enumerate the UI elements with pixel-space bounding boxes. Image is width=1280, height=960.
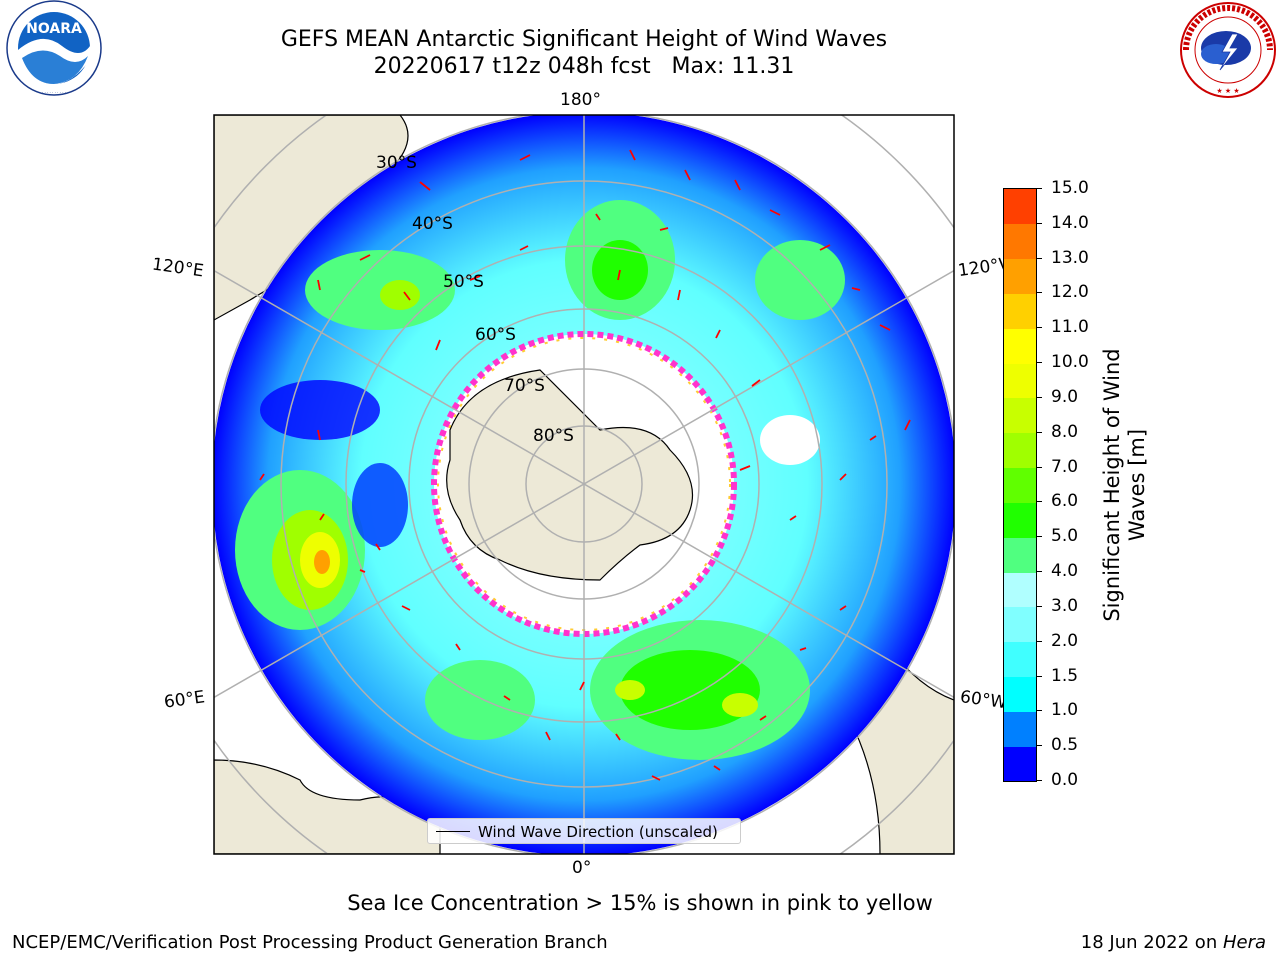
lat-label-50s: 50°S bbox=[443, 272, 484, 292]
colorbar-tick-mark bbox=[1036, 396, 1042, 398]
colorbar-tick-label: 0.0 bbox=[1051, 770, 1079, 790]
lon-label-0: 0° bbox=[572, 858, 592, 878]
lon-label-60e: 60°E bbox=[162, 687, 207, 713]
colorbar-tick-mark bbox=[1036, 188, 1042, 189]
colorbar-tick-mark bbox=[1036, 710, 1042, 712]
colorbar-tick-label: 1.5 bbox=[1051, 665, 1079, 686]
colorbar-segment bbox=[1004, 328, 1036, 364]
nws-logo: ★ ★ ★ bbox=[1180, 2, 1276, 98]
colorbar-segment bbox=[1004, 606, 1036, 643]
colorbar-tick-label: 9.0 bbox=[1051, 386, 1079, 407]
colorbar-tick-label: 6.0 bbox=[1051, 491, 1079, 512]
colorbar-tick-label: 5.0 bbox=[1051, 526, 1079, 547]
footer-credit: NCEP/EMC/Verification Post Processing Pr… bbox=[12, 932, 608, 953]
lon-label-120e: 120°E bbox=[150, 254, 205, 282]
colorbar bbox=[1003, 188, 1037, 782]
colorbar-segment bbox=[1004, 293, 1036, 329]
lon-label-120w: 120°W bbox=[956, 254, 1005, 282]
footer-date-text: 18 Jun 2022 on bbox=[1080, 932, 1223, 953]
footer-date: 18 Jun 2022 on Hera bbox=[1081, 932, 1266, 953]
colorbar-tick-label: 14.0 bbox=[1051, 212, 1089, 233]
colorbar-tick-label: 11.0 bbox=[1051, 317, 1089, 338]
lat-label-70s: 70°S bbox=[504, 376, 545, 396]
colorbar-tick-label: 12.0 bbox=[1051, 282, 1089, 303]
colorbar-tick-mark bbox=[1036, 327, 1042, 329]
lat-label-60s: 60°S bbox=[475, 325, 516, 345]
colorbar-tick-mark bbox=[1036, 571, 1042, 573]
footer-host: Hera bbox=[1222, 932, 1266, 953]
colorbar-tick-mark bbox=[1036, 605, 1042, 607]
wind-wave-arrows bbox=[259, 149, 911, 781]
lon-label-60w: 60°W bbox=[958, 686, 1007, 714]
colorbar-segment bbox=[1004, 189, 1036, 225]
colorbar-segment bbox=[1004, 397, 1036, 434]
colorbar-tick-mark bbox=[1036, 640, 1042, 642]
colorbar-segment bbox=[1004, 572, 1036, 608]
colorbar-tick-label: 7.0 bbox=[1051, 456, 1079, 477]
colorbar-tick-mark bbox=[1036, 780, 1042, 781]
lat-label-40s: 40°S bbox=[412, 214, 453, 234]
colorbar-tick-mark bbox=[1036, 501, 1042, 503]
lat-label-80s: 80°S bbox=[533, 426, 574, 446]
colorbar-tick-label: 13.0 bbox=[1051, 247, 1089, 268]
colorbar-tick-mark bbox=[1036, 431, 1042, 433]
svg-text:★ ★ ★: ★ ★ ★ bbox=[1216, 87, 1239, 95]
sea-ice-caption: Sea Ice Concentration > 15% is shown in … bbox=[347, 891, 933, 915]
map-panel: 30°S 40°S 50°S 60°S 70°S 80°S bbox=[213, 114, 955, 855]
colorbar-tick-label: 0.5 bbox=[1051, 735, 1079, 756]
colorbar-segment bbox=[1004, 363, 1036, 399]
colorbar-segment bbox=[1004, 223, 1036, 260]
colorbar-segment bbox=[1004, 641, 1036, 678]
colorbar-tick-label: 2.0 bbox=[1051, 630, 1079, 651]
colorbar-tick-mark bbox=[1036, 222, 1042, 224]
colorbar-tick-label: 8.0 bbox=[1051, 421, 1079, 442]
lon-label-180: 180° bbox=[560, 90, 601, 110]
colorbar-tick-label: 15.0 bbox=[1051, 178, 1089, 198]
colorbar-tick-mark bbox=[1036, 257, 1042, 259]
colorbar-segment bbox=[1004, 537, 1036, 573]
colorbar-tick-label: 1.0 bbox=[1051, 700, 1079, 721]
lat-label-30s: 30°S bbox=[376, 153, 417, 173]
colorbar-segment bbox=[1004, 676, 1036, 712]
colorbar-tick-label: 3.0 bbox=[1051, 595, 1079, 616]
noaa-logo: NOARA · · · · · · · · · · · · bbox=[6, 0, 102, 96]
legend-label: Wind Wave Direction (unscaled) bbox=[478, 823, 718, 841]
svg-text:· · · · · · · · · · · ·: · · · · · · · · · · · · bbox=[39, 90, 68, 95]
colorbar-segment bbox=[1004, 502, 1036, 538]
colorbar-tick-mark bbox=[1036, 675, 1042, 677]
colorbar-segment bbox=[1004, 711, 1036, 747]
colorbar-segment bbox=[1004, 432, 1036, 469]
colorbar-segment bbox=[1004, 746, 1036, 782]
colorbar-segment bbox=[1004, 467, 1036, 503]
chart-title: GEFS MEAN Antarctic Significant Height o… bbox=[280, 27, 888, 52]
colorbar-label: Significant Height of Wind Waves [m] bbox=[1100, 348, 1149, 622]
colorbar-tick-mark bbox=[1036, 466, 1042, 468]
colorbar-segment bbox=[1004, 258, 1036, 294]
colorbar-tick-label: 10.0 bbox=[1051, 352, 1089, 373]
chart-subtitle: 20220617 t12z 048h fcst Max: 11.31 bbox=[373, 54, 795, 79]
colorbar-tick-mark bbox=[1036, 292, 1042, 294]
colorbar-tick-mark bbox=[1036, 536, 1042, 538]
colorbar-tick-mark bbox=[1036, 745, 1042, 747]
noaa-logo-text: NOARA bbox=[26, 21, 82, 37]
map-legend: Wind Wave Direction (unscaled) bbox=[427, 818, 741, 844]
legend-line-swatch bbox=[436, 831, 470, 832]
colorbar-tick-label: 4.0 bbox=[1051, 561, 1079, 582]
colorbar-tick-mark bbox=[1036, 362, 1042, 364]
